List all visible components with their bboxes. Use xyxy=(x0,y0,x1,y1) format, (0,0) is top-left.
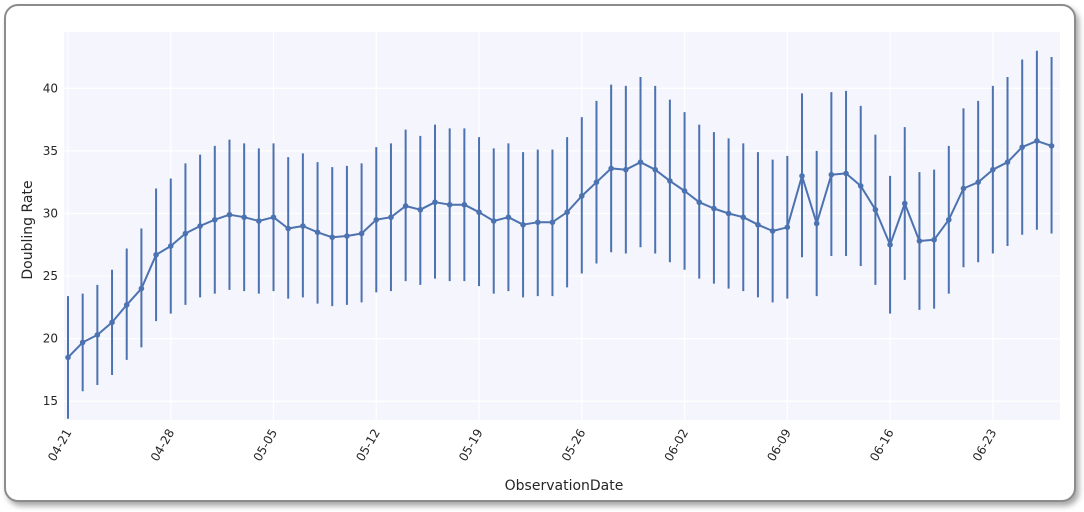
data-point xyxy=(1004,159,1011,165)
data-point xyxy=(828,171,835,178)
x-tick-label: 06-16 xyxy=(867,427,897,464)
data-point xyxy=(799,173,805,179)
data-point xyxy=(1048,143,1055,149)
data-point xyxy=(476,209,482,216)
data-point xyxy=(256,218,262,224)
y-tick-label: 35 xyxy=(43,144,58,158)
data-point xyxy=(402,203,409,209)
y-axis-label: Doubling Rate xyxy=(20,180,36,279)
data-point xyxy=(667,178,673,184)
data-point xyxy=(490,218,497,224)
data-point xyxy=(960,185,967,192)
data-point xyxy=(916,238,923,244)
data-point xyxy=(212,216,218,223)
x-tick-label: 04-21 xyxy=(45,427,75,464)
data-point xyxy=(681,188,688,194)
data-point xyxy=(696,199,703,206)
data-point xyxy=(564,209,570,216)
data-point xyxy=(417,206,424,213)
x-tick-label: 05-19 xyxy=(456,427,486,464)
doubling-rate-chart: 15 20 25 30 35 40 04-21 04-28 05-05 05-12 05-19 05… xyxy=(20,32,1060,494)
data-point xyxy=(182,230,189,237)
x-tick-label: 05-26 xyxy=(559,427,589,464)
data-point xyxy=(549,219,556,226)
data-point xyxy=(270,214,277,221)
data-point xyxy=(65,354,71,361)
x-tick-label: 05-05 xyxy=(251,427,281,464)
data-point xyxy=(314,229,321,236)
data-point xyxy=(784,224,791,231)
data-point xyxy=(623,166,629,173)
data-point xyxy=(285,225,292,232)
data-point xyxy=(534,219,541,226)
x-tick-labels: 04-21 04-28 05-05 05-12 05-19 05-26 06-02 06-09… xyxy=(45,427,999,464)
data-point xyxy=(901,200,908,207)
x-tick-label: 06-02 xyxy=(662,427,692,464)
x-tick-label: 05-12 xyxy=(353,427,383,464)
data-point xyxy=(505,214,512,221)
data-point xyxy=(990,166,996,173)
data-point xyxy=(711,205,717,212)
data-point xyxy=(725,210,732,217)
data-point xyxy=(388,214,394,221)
data-point xyxy=(843,170,849,177)
data-point xyxy=(608,165,614,172)
data-point xyxy=(579,193,585,199)
data-point xyxy=(123,302,130,308)
data-point xyxy=(344,233,350,239)
data-point xyxy=(358,230,365,237)
data-point xyxy=(872,206,879,213)
data-point xyxy=(373,216,380,223)
data-point xyxy=(946,216,952,223)
data-point xyxy=(1019,144,1025,150)
x-axis-label: ObservationDate xyxy=(505,478,624,494)
y-tick-labels: 15 20 25 30 35 40 xyxy=(43,81,58,408)
data-point xyxy=(153,251,159,258)
plot-background xyxy=(64,32,1060,420)
data-point xyxy=(432,199,438,206)
data-point xyxy=(241,214,247,221)
data-point xyxy=(461,201,468,208)
data-point xyxy=(813,220,820,227)
data-point xyxy=(109,319,115,326)
data-point xyxy=(79,339,86,346)
data-point xyxy=(226,211,233,218)
data-point xyxy=(740,214,747,221)
data-point xyxy=(94,332,101,338)
data-point xyxy=(652,166,658,173)
data-point xyxy=(637,159,644,165)
data-point xyxy=(857,183,864,189)
data-point xyxy=(769,228,776,234)
x-tick-label: 06-23 xyxy=(970,427,1000,464)
y-tick-label: 15 xyxy=(43,394,58,408)
x-tick-label: 06-09 xyxy=(764,427,794,464)
data-point xyxy=(167,243,174,249)
data-point xyxy=(300,223,306,229)
y-tick-label: 25 xyxy=(43,269,58,283)
x-tick-label: 04-28 xyxy=(148,427,178,464)
data-point xyxy=(931,236,937,243)
data-point xyxy=(329,234,336,241)
y-tick-label: 20 xyxy=(43,332,58,346)
y-tick-label: 30 xyxy=(43,206,58,220)
data-point xyxy=(593,179,600,185)
data-point xyxy=(520,221,526,228)
data-point xyxy=(446,201,453,208)
data-point xyxy=(138,285,145,292)
data-point xyxy=(975,179,981,185)
data-point xyxy=(197,223,203,229)
y-tick-label: 40 xyxy=(43,81,58,95)
data-point xyxy=(887,241,893,248)
chart-frame: 15 20 25 30 35 40 04-21 04-28 05-05 05-12 05-19 05… xyxy=(4,4,1076,502)
data-point xyxy=(755,221,761,228)
data-points xyxy=(65,138,1055,361)
data-point xyxy=(1034,138,1040,144)
